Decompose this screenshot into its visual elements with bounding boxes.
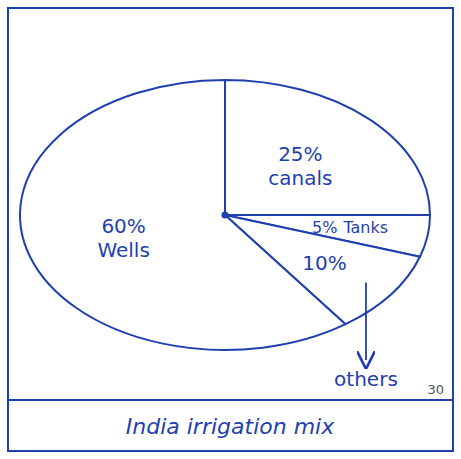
leader-arrow: [365, 282, 367, 360]
slices: [20, 80, 430, 350]
data-label: 25%: [278, 142, 322, 166]
pie-slice: [20, 80, 345, 350]
chart-svg: 25%canals 5% Tanks 10% others 60%Wells 30 India…: [0, 0, 461, 459]
category-label: Wells: [97, 238, 149, 262]
center-dot: [222, 212, 229, 219]
annotation: 30: [427, 382, 444, 397]
category-label: canals: [268, 166, 332, 190]
chart-title: India irrigation mix: [126, 414, 335, 439]
page: {"chart_data": {"type": "pie", "title": …: [0, 0, 461, 459]
data-label: 5%: [312, 218, 337, 237]
category-label: others: [334, 367, 398, 391]
data-label: 10%: [302, 251, 346, 275]
frame: [8, 8, 453, 451]
data-label: 60%: [101, 214, 145, 238]
pie-slice: [225, 80, 430, 215]
category-label: Tanks: [342, 218, 388, 237]
divider: [8, 399, 453, 401]
